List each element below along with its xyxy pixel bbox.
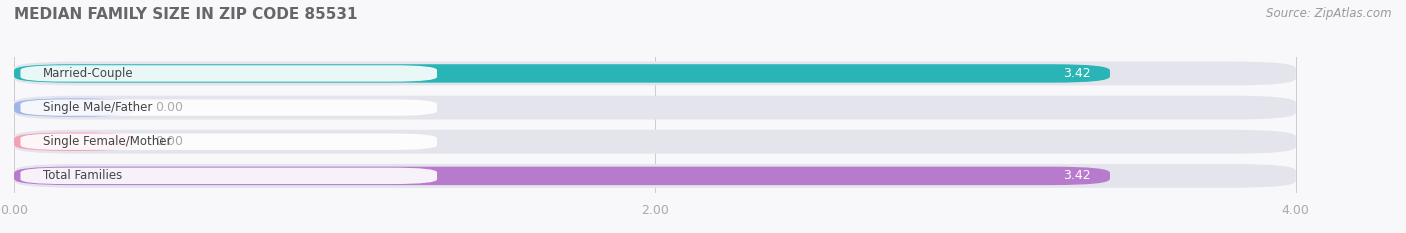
FancyBboxPatch shape [14,96,1296,120]
Text: Single Male/Father: Single Male/Father [44,101,152,114]
FancyBboxPatch shape [14,62,1296,86]
FancyBboxPatch shape [14,64,1109,83]
FancyBboxPatch shape [14,98,136,117]
FancyBboxPatch shape [21,99,437,116]
Text: 0.00: 0.00 [155,101,183,114]
Text: MEDIAN FAMILY SIZE IN ZIP CODE 85531: MEDIAN FAMILY SIZE IN ZIP CODE 85531 [14,7,357,22]
FancyBboxPatch shape [21,65,437,82]
Text: 0.00: 0.00 [155,135,183,148]
FancyBboxPatch shape [14,164,1296,188]
Text: Single Female/Mother: Single Female/Mother [44,135,172,148]
FancyBboxPatch shape [14,167,1109,185]
Text: Source: ZipAtlas.com: Source: ZipAtlas.com [1267,7,1392,20]
FancyBboxPatch shape [21,168,437,184]
Text: 3.42: 3.42 [1063,67,1091,80]
Text: Married-Couple: Married-Couple [44,67,134,80]
FancyBboxPatch shape [14,133,136,151]
Text: Total Families: Total Families [44,169,122,182]
FancyBboxPatch shape [14,130,1296,154]
Text: 3.42: 3.42 [1063,169,1091,182]
FancyBboxPatch shape [21,134,437,150]
